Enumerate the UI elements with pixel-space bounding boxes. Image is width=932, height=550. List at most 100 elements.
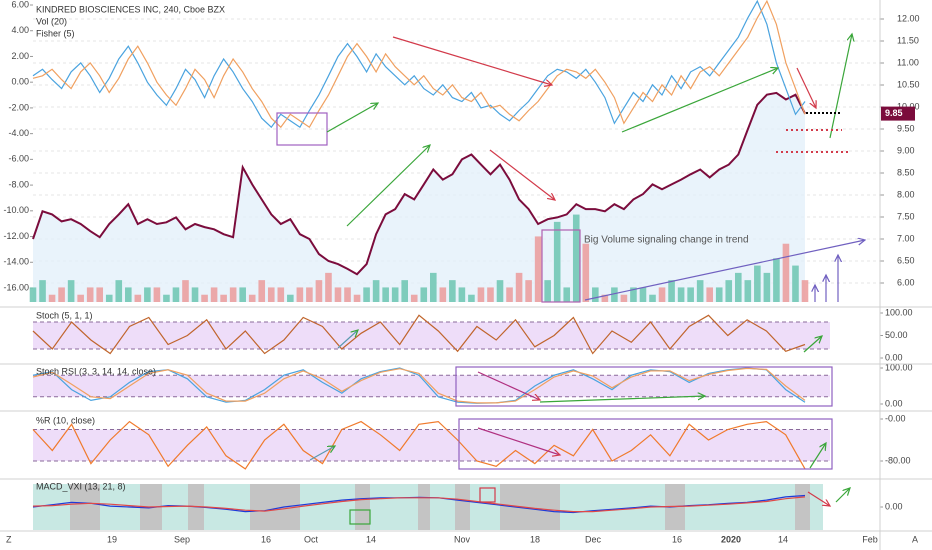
y-tick-label: 100.00	[885, 362, 913, 372]
volume-bar	[96, 287, 104, 302]
z-button[interactable]: Z	[6, 534, 12, 544]
y-tick-label: 0.00	[885, 501, 903, 511]
volume-bar	[420, 287, 428, 302]
x-tick-label: Feb	[862, 534, 878, 544]
volume-bar	[334, 287, 342, 302]
series-line	[32, 314, 806, 355]
volume-bar	[67, 280, 75, 302]
y2-tick-label: 11.50	[897, 35, 919, 45]
fisher-label: Fisher (5)	[36, 28, 75, 38]
volume-bar	[677, 287, 685, 302]
backgrounds	[33, 0, 932, 550]
volume-bar	[248, 294, 256, 302]
volume-bar	[754, 265, 761, 302]
volume-bar	[525, 280, 532, 302]
y2-tick-label: 6.00	[897, 277, 915, 287]
volume-bar	[696, 280, 704, 302]
volume-bar	[258, 280, 266, 302]
x-tick-label: Sep	[174, 534, 190, 544]
last-price-label: 9.85	[885, 108, 903, 118]
volume-bar	[468, 294, 475, 302]
volume-bar	[58, 287, 65, 302]
volume-bar	[77, 294, 84, 302]
volume-bar	[439, 287, 447, 302]
volume-bar	[725, 280, 733, 302]
x-tick-label: 14	[778, 534, 788, 544]
volume-bar	[601, 294, 609, 302]
band-fill	[33, 322, 830, 349]
y-tick-label: 6.00	[11, 0, 29, 9]
volume-bar	[715, 287, 723, 302]
volume-bar	[287, 294, 294, 302]
y2-tick-label: 11.00	[897, 57, 919, 67]
volume-bar	[210, 287, 218, 302]
volume-bar	[506, 287, 513, 302]
volume-bar	[801, 280, 809, 302]
price-area	[33, 92, 805, 303]
volume-bar	[306, 287, 313, 302]
volume-bar	[449, 280, 456, 302]
y-tick-label: 0.00	[885, 352, 903, 362]
series-line	[32, 367, 806, 404]
x-tick-label: Nov	[454, 534, 471, 544]
volume-bar	[29, 287, 37, 302]
volume-bar	[782, 243, 790, 302]
volume-bar	[734, 272, 742, 302]
y-tick-label: 2.00	[11, 51, 29, 61]
series-line	[32, 0, 806, 129]
chart-title: KINDRED BIOSCIENCES INC, 240, Cboe BZX	[36, 4, 225, 14]
x-tick-label: 18	[530, 534, 540, 544]
pane-label: Stoch (5, 1, 1)	[36, 310, 93, 320]
series-line	[32, 91, 806, 276]
volume-bar	[315, 280, 323, 302]
x-tick-label: 16	[261, 534, 271, 544]
volume-bar	[277, 287, 285, 302]
volume-bar	[658, 287, 666, 302]
x-tick-label: 14	[366, 534, 376, 544]
x-tick-label: Oct	[304, 534, 319, 544]
x-tick-label: Dec	[585, 534, 602, 544]
volume-bar	[391, 287, 399, 302]
volume-bar	[191, 287, 199, 302]
volume-bar	[668, 280, 675, 302]
volume-bar	[572, 214, 580, 302]
volume-bar	[553, 221, 561, 302]
y2-tick-label: 8.00	[897, 189, 915, 199]
y-tick-label: 4.00	[11, 25, 29, 35]
x-tick-label: 2020	[721, 534, 741, 544]
volume-bar	[163, 294, 170, 302]
volume-bar	[229, 287, 237, 302]
a-button[interactable]: A	[912, 534, 918, 544]
pane-label: MACD_VXI (13, 21, 8)	[36, 481, 126, 491]
y-tick-label: 0.00	[11, 77, 29, 87]
annotation: Big Volume signaling change in trend	[584, 235, 749, 246]
volume-bar	[105, 294, 113, 302]
volume-bar	[153, 287, 161, 302]
last-price-box	[881, 106, 915, 121]
volume-bar	[125, 287, 132, 302]
volume-bar	[201, 294, 208, 302]
volume-bar	[592, 287, 599, 302]
volume-bar	[239, 287, 246, 302]
y-tick-label: -10.00	[3, 205, 29, 215]
y-tick-label: 100.00	[885, 307, 913, 317]
volume-bar	[344, 287, 351, 302]
volume-bar	[134, 294, 142, 302]
series-line	[32, 496, 806, 513]
volume-bar	[353, 294, 361, 302]
volume-bar	[144, 287, 151, 302]
volume-bar	[267, 287, 275, 302]
volume-bar	[382, 287, 389, 302]
y-tick-label: 50.00	[885, 330, 908, 340]
volume-bar	[172, 287, 180, 302]
y-tick-label: -8.00	[8, 179, 29, 189]
volume-bar	[639, 287, 647, 302]
pane-label: Stoch RSI (3, 3, 14, 14, close)	[36, 366, 156, 376]
volume-bar	[582, 243, 590, 302]
band-fill	[33, 429, 830, 461]
volume-bar	[372, 280, 380, 302]
series-line	[32, 420, 806, 470]
volume-bar	[649, 294, 656, 302]
volume-bar	[773, 258, 780, 302]
x-tick-label: 16	[672, 534, 682, 544]
